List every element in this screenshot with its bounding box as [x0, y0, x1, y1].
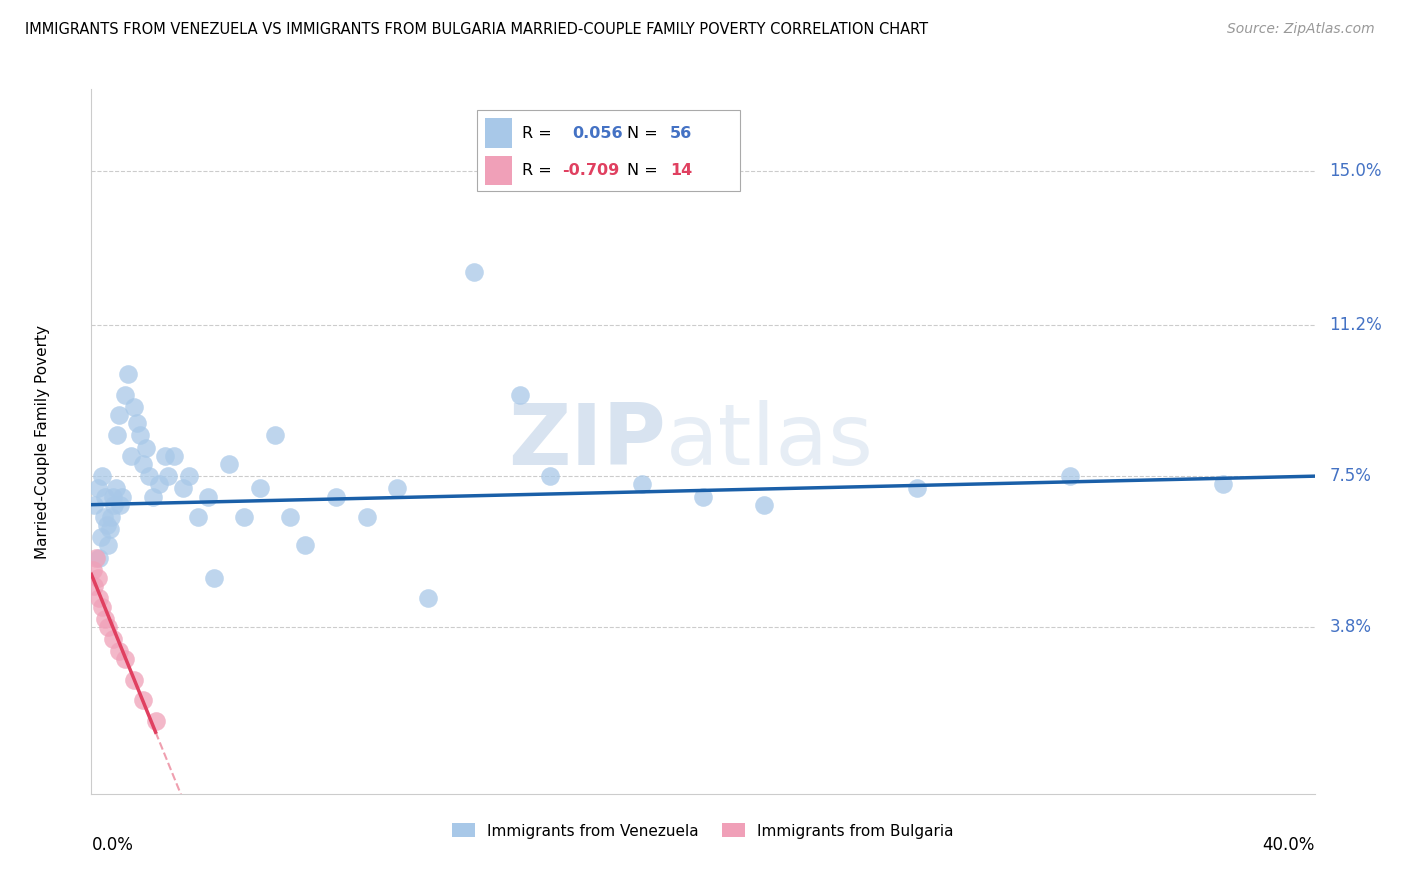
Text: 14: 14 [671, 163, 692, 178]
Point [111, 490, 134, 504]
Point [163, 449, 186, 463]
Point [90, 530, 112, 544]
Point [94, 490, 117, 504]
Point [86, 571, 108, 585]
Point [132, 693, 155, 707]
Text: 40.0%: 40.0% [1263, 836, 1315, 855]
Point [202, 571, 225, 585]
Point [692, 490, 714, 504]
Point [264, 428, 287, 442]
Point [122, 400, 145, 414]
Point [98, 522, 121, 536]
Point [135, 441, 157, 455]
Text: Source: ZipAtlas.com: Source: ZipAtlas.com [1227, 22, 1375, 37]
Point [101, 632, 124, 646]
Text: 0.056: 0.056 [572, 126, 623, 141]
Text: R =: R = [522, 163, 551, 178]
Text: N =: N = [627, 126, 658, 141]
Point [117, 368, 139, 382]
Point [145, 714, 167, 728]
Point [108, 408, 131, 422]
Text: 56: 56 [671, 126, 692, 141]
Point [104, 482, 127, 496]
Text: 0.0%: 0.0% [91, 836, 134, 855]
Point [96, 518, 118, 533]
Point [84, 550, 107, 565]
Point [87, 550, 110, 565]
Point [129, 428, 152, 442]
Point [156, 469, 179, 483]
Text: 3.8%: 3.8% [1329, 618, 1371, 636]
Point [294, 538, 316, 552]
Point [114, 652, 136, 666]
Point [233, 509, 256, 524]
Point [120, 449, 142, 463]
Point [249, 482, 271, 496]
Point [416, 591, 439, 606]
Point [172, 482, 194, 496]
Point [1212, 477, 1234, 491]
Text: atlas: atlas [666, 400, 875, 483]
Point [509, 387, 531, 401]
Point [385, 482, 409, 496]
Point [538, 469, 561, 483]
Bar [485, 155, 512, 186]
Point [83, 579, 105, 593]
Point [148, 477, 170, 491]
Point [105, 428, 128, 442]
Point [110, 498, 132, 512]
Point [122, 673, 145, 687]
Point [1059, 469, 1081, 483]
Point [153, 449, 176, 463]
Point [218, 457, 240, 471]
Point [100, 509, 122, 524]
Text: 15.0%: 15.0% [1329, 161, 1382, 179]
Point [197, 490, 219, 504]
Point [132, 457, 155, 471]
Text: R =: R = [522, 126, 551, 141]
Point [87, 591, 110, 606]
Bar [477, 111, 740, 192]
Point [91, 599, 114, 614]
Text: Married-Couple Family Poverty: Married-Couple Family Poverty [35, 325, 51, 558]
Point [103, 498, 125, 512]
Point [278, 509, 301, 524]
Point [325, 490, 347, 504]
Point [356, 509, 378, 524]
Point [754, 498, 776, 512]
Point [97, 620, 120, 634]
Text: 7.5%: 7.5% [1329, 467, 1371, 485]
Point [179, 469, 201, 483]
Point [82, 563, 104, 577]
Point [86, 482, 108, 496]
Point [138, 469, 160, 483]
Point [127, 416, 149, 430]
Point [91, 469, 114, 483]
Point [141, 490, 163, 504]
Point [463, 265, 485, 279]
Bar [485, 119, 512, 148]
Point [97, 538, 120, 552]
Text: 11.2%: 11.2% [1329, 317, 1382, 334]
Point [905, 482, 928, 496]
Point [114, 387, 136, 401]
Point [108, 644, 131, 658]
Text: -0.709: -0.709 [562, 163, 620, 178]
Point [93, 509, 115, 524]
Legend: Immigrants from Venezuela, Immigrants from Bulgaria: Immigrants from Venezuela, Immigrants fr… [444, 816, 962, 847]
Point [187, 509, 209, 524]
Point [101, 490, 124, 504]
Text: ZIP: ZIP [509, 400, 666, 483]
Point [631, 477, 654, 491]
Point [94, 612, 117, 626]
Point [83, 498, 105, 512]
Text: N =: N = [627, 163, 658, 178]
Text: IMMIGRANTS FROM VENEZUELA VS IMMIGRANTS FROM BULGARIA MARRIED-COUPLE FAMILY POVE: IMMIGRANTS FROM VENEZUELA VS IMMIGRANTS … [25, 22, 928, 37]
